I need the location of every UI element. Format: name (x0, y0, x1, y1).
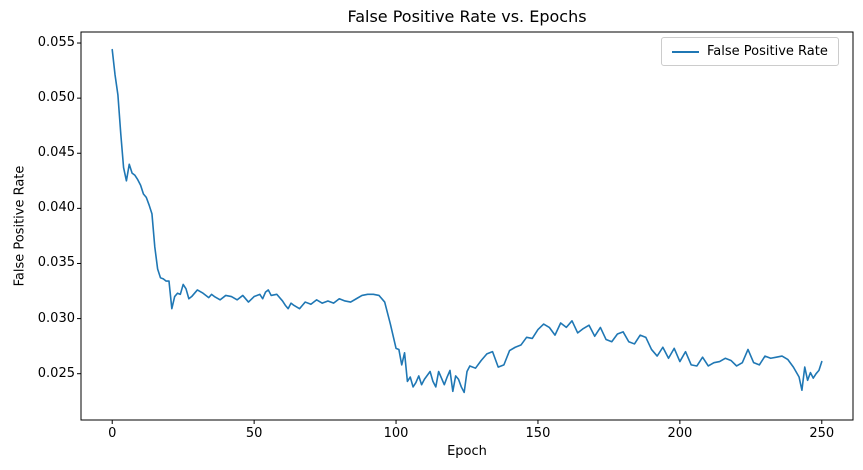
y-tick-label: 0.055 (37, 35, 75, 51)
x-axis-label: Epoch (447, 444, 487, 459)
x-tick-label: 150 (525, 426, 551, 441)
y-tick-label: 0.050 (37, 90, 75, 106)
data-line (111, 48, 823, 394)
y-tick-label: 0.030 (37, 310, 75, 326)
y-axis-label: False Positive Rate (12, 165, 28, 287)
y-tick-label: 0.025 (37, 365, 75, 381)
x-tick-label: 50 (245, 426, 263, 441)
y-tick-label: 0.045 (37, 145, 75, 161)
x-tick-label: 0 (108, 426, 117, 441)
legend-line-sample-icon (672, 50, 699, 53)
legend-label: False Positive Rate (707, 44, 828, 59)
y-tick-label: 0.035 (37, 255, 75, 271)
x-tick-label: 250 (809, 426, 835, 441)
y-tick-label: 0.040 (37, 200, 75, 216)
chart-title: False Positive Rate vs. Epochs (347, 7, 587, 26)
x-tick-label: 100 (383, 426, 409, 441)
legend: False Positive Rate (661, 37, 839, 66)
x-tick-label: 200 (667, 426, 693, 441)
plot-area-spines (80, 31, 854, 421)
